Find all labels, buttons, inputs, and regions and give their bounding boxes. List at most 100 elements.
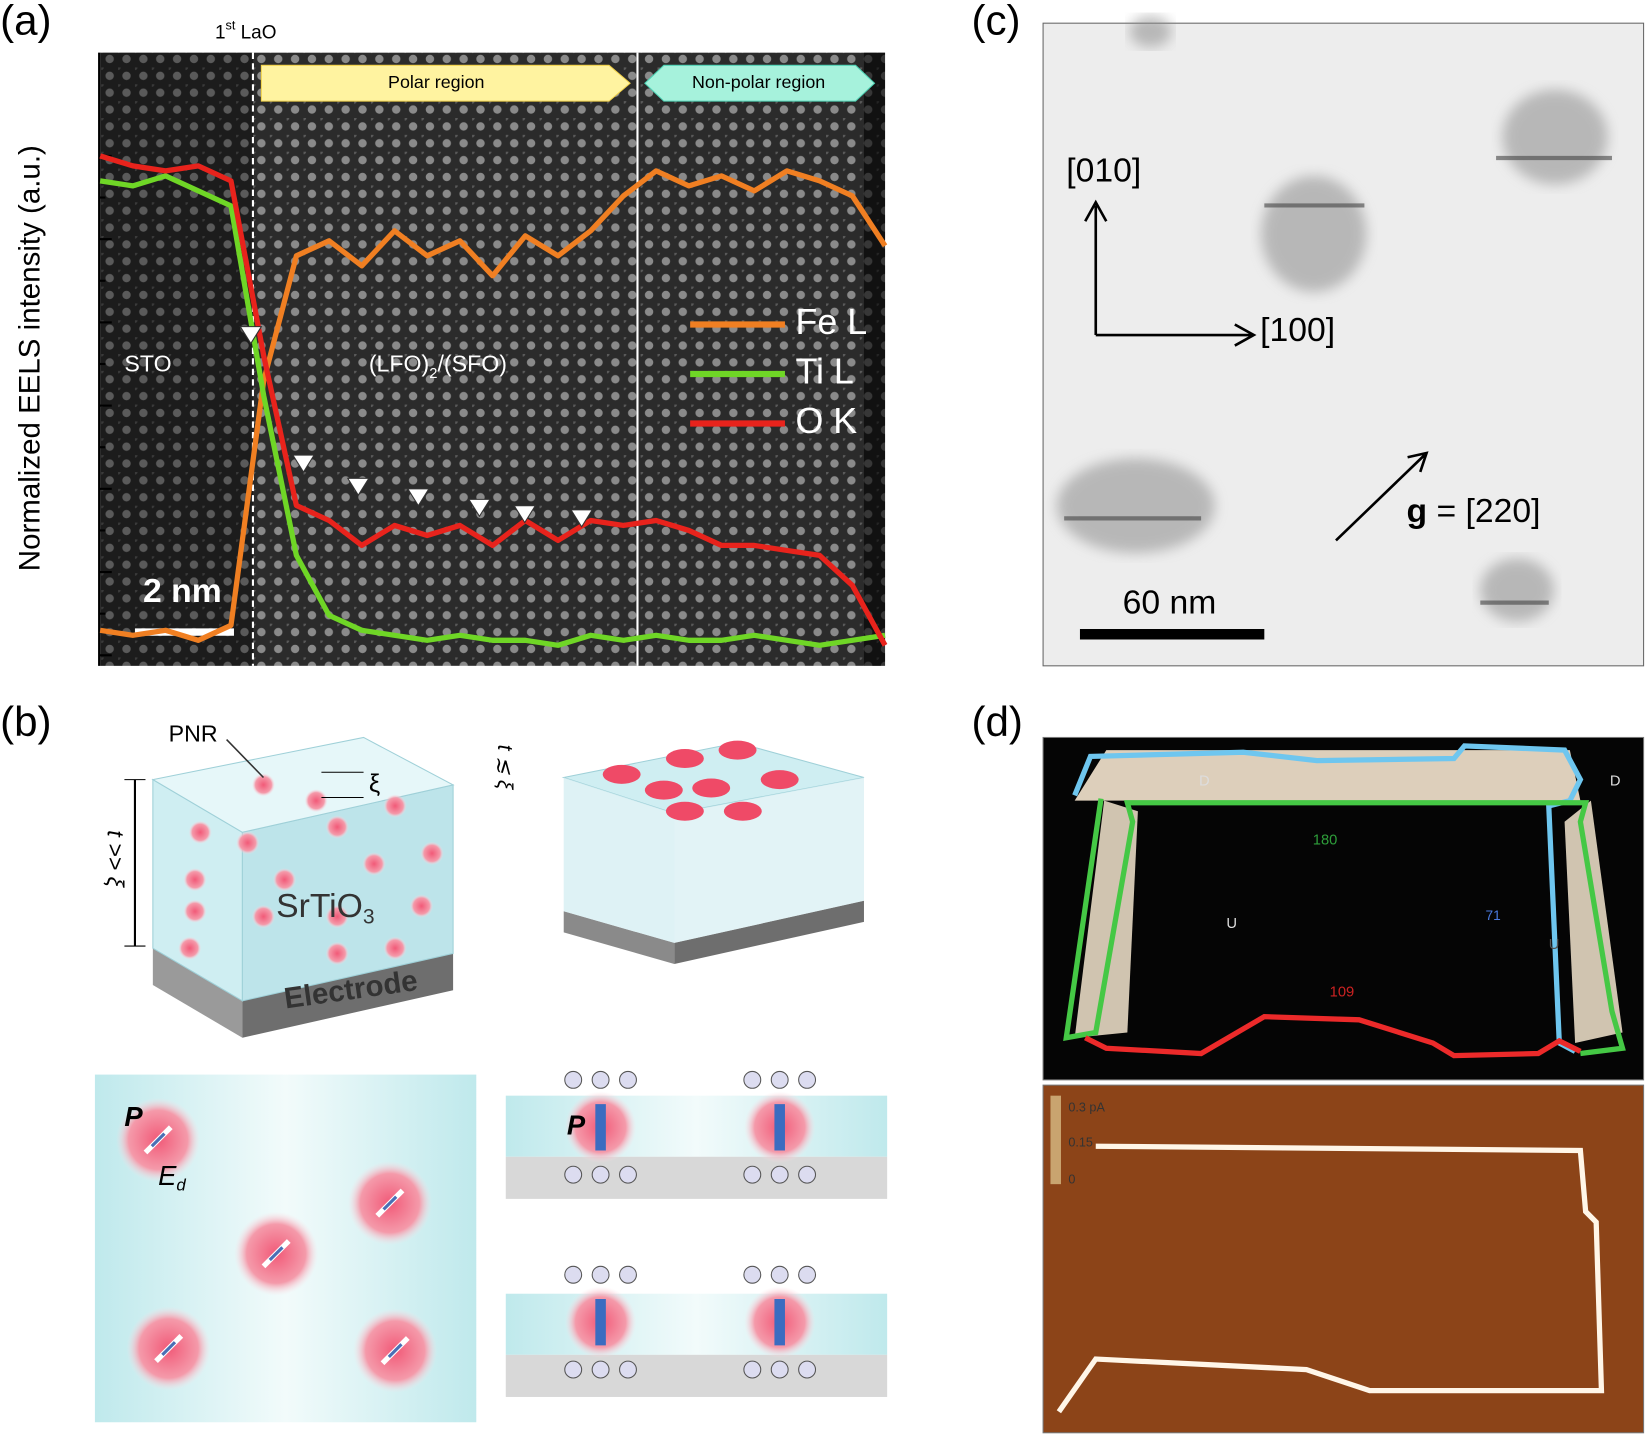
pol-arrow [268, 1246, 284, 1262]
charge [564, 1360, 583, 1379]
panel-label: (c) [971, 0, 1020, 43]
text: E [158, 1160, 177, 1191]
electrode-layer [505, 1354, 888, 1397]
current-map [1042, 1084, 1645, 1434]
pnr-pointer [226, 739, 265, 779]
charge [619, 1165, 637, 1184]
charge [798, 1265, 817, 1284]
pnr-sphere [251, 904, 276, 929]
pnr-sphere [188, 820, 212, 844]
charge [619, 1360, 637, 1379]
pnr-sphere [304, 789, 328, 813]
defect [1261, 175, 1367, 292]
sample-label: STO [124, 351, 171, 377]
wall-label: U [1549, 937, 1560, 953]
charge [564, 1265, 583, 1284]
pnr-sphere [325, 941, 349, 966]
text: st [226, 19, 236, 33]
scale-bar-label: 60 nm [1123, 584, 1217, 622]
electrode-layer [505, 1156, 888, 1199]
wall-outline [1084, 1013, 1582, 1059]
pnr-disk [723, 801, 762, 821]
axis-label: [010] [1066, 152, 1141, 190]
marker-triangle [570, 509, 594, 528]
sample-label: (LFO)2/(SFO) [369, 351, 507, 382]
charge [591, 1360, 610, 1379]
pnr-disk [718, 740, 757, 760]
charge [591, 1070, 610, 1089]
cube-top [151, 736, 455, 833]
text: SrTiO [276, 887, 363, 925]
film-layer [505, 1095, 888, 1157]
text: /(SFO) [437, 351, 506, 377]
marker-triangle [513, 505, 537, 524]
edge-shade [863, 52, 886, 666]
charge [564, 1165, 583, 1184]
panel-label: (b) [0, 698, 51, 745]
wall-outline [1072, 743, 1584, 1054]
material-label: SrTiO3 [276, 887, 374, 928]
colorbar [1050, 1095, 1061, 1185]
pnr-disk [665, 801, 704, 821]
pol-arrow [387, 1343, 403, 1359]
pnr-sphere [383, 794, 407, 818]
slab-face [563, 911, 675, 964]
charge [798, 1360, 817, 1379]
legend-label: Ti L [796, 351, 854, 391]
wall-outline [1063, 798, 1626, 1057]
pnr-sphere [183, 868, 207, 892]
domain-wall-bright [1074, 800, 1138, 1038]
pnr-disk [692, 778, 731, 798]
charge [591, 1265, 610, 1284]
marker-triangle [467, 498, 491, 518]
polarization-label: P [124, 1101, 143, 1132]
substrate-shade [100, 52, 253, 666]
series-line [99, 153, 888, 647]
defect [1480, 558, 1555, 622]
defect [1502, 89, 1608, 185]
charge [743, 1265, 762, 1284]
domain-wall-bright [1074, 750, 1581, 801]
field-label: Ed [158, 1160, 186, 1195]
electrode-face [152, 948, 243, 1038]
pnr-sphere [183, 899, 207, 923]
pnr-disk [644, 780, 683, 800]
marker-triangle [346, 477, 370, 497]
current-trace [1056, 1143, 1605, 1414]
series-line [99, 168, 888, 643]
pnr-sphere [272, 868, 297, 892]
charge [619, 1265, 637, 1284]
pnr-sphere [362, 852, 386, 876]
charge [743, 1070, 762, 1089]
film-layer [505, 1293, 888, 1355]
axis-label: [100] [1260, 311, 1335, 349]
pol-arrow [382, 1195, 398, 1211]
defect [1129, 15, 1172, 48]
pnr-disk [760, 770, 799, 790]
pnr-sphere [325, 904, 349, 929]
charge [798, 1165, 817, 1184]
pnr-sphere [409, 894, 434, 918]
scale-bar-label: 2 nm [143, 572, 222, 610]
charge [619, 1070, 637, 1089]
colorbar-label: 0.3 pA [1068, 1101, 1105, 1115]
micrograph [100, 52, 886, 666]
charge [743, 1165, 762, 1184]
pnr-disk [602, 764, 641, 784]
pnr-sphere [251, 773, 276, 797]
region-label: Non-polar region [692, 72, 825, 92]
text: 3 [363, 905, 375, 928]
panel-label: (d) [971, 698, 1022, 745]
colorbar-label: 0 [1068, 1172, 1075, 1186]
labels: 1st LaO Polar region Non-polar region ST… [13, 19, 1620, 1195]
charge [770, 1265, 789, 1284]
nonpolar-arrow [644, 64, 876, 102]
charge [770, 1070, 789, 1089]
colorbar-label: 0.15 [1068, 1135, 1093, 1149]
angle-label: 180 [1313, 833, 1338, 849]
pnr-sphere [383, 936, 407, 960]
charge [770, 1360, 789, 1379]
marker-triangle [239, 326, 263, 345]
